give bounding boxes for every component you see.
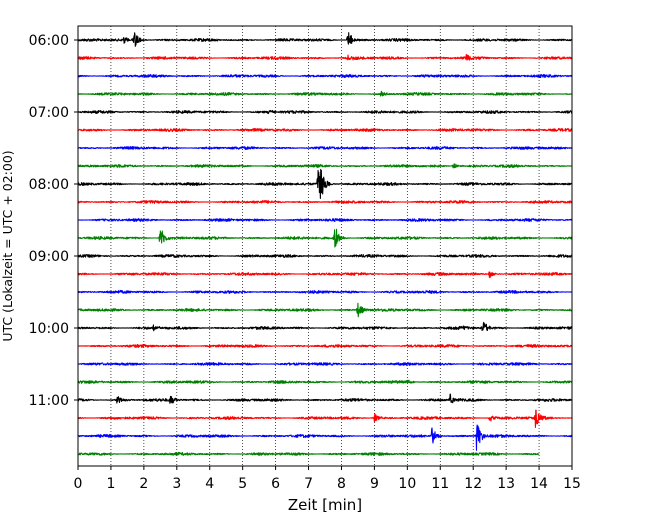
y-axis: 06:00 07:00 08:00 09:00 10:00 11:00 xyxy=(29,33,78,409)
seismogram-trace xyxy=(77,109,573,115)
y-tick-label: 11:00 xyxy=(29,393,69,409)
seismogram-trace xyxy=(77,302,573,318)
seismogram-trace xyxy=(77,168,573,199)
seismogram-trace xyxy=(77,362,573,367)
x-tick-label: 1 xyxy=(106,476,115,492)
plot-frame xyxy=(77,25,573,467)
traces-group xyxy=(77,32,573,457)
seismogram-trace xyxy=(77,271,573,279)
x-tick-label: 12 xyxy=(464,476,482,492)
seismogram-trace xyxy=(77,254,573,258)
x-axis: 0 1 2 3 4 5 6 7 8 9 10 11 12 13 14 15 xyxy=(74,466,581,492)
seismogram-trace xyxy=(77,163,573,169)
seismogram-trace xyxy=(77,424,573,451)
y-tick-label: 07:00 xyxy=(29,105,69,121)
x-tick-label: 9 xyxy=(370,476,379,492)
y-axis-label: UTC (Lokalzeit = UTC + 02:00) xyxy=(0,150,15,341)
seismogram-trace xyxy=(77,32,573,47)
seismogram-trace xyxy=(77,146,573,150)
seismogram-trace xyxy=(77,199,573,204)
x-tick-label: 13 xyxy=(497,476,515,492)
y-tick-label: 09:00 xyxy=(29,249,69,265)
x-tick-label: 15 xyxy=(563,476,581,492)
seismogram-trace xyxy=(77,379,573,384)
x-tick-label: 4 xyxy=(205,476,214,492)
seismogram-trace xyxy=(77,90,573,97)
x-tick-label: 6 xyxy=(271,476,280,492)
x-tick-label: 0 xyxy=(74,476,83,492)
seismogram-trace xyxy=(77,321,573,332)
seismogram-trace xyxy=(77,393,573,404)
grid-lines xyxy=(110,26,540,466)
x-tick-label: 5 xyxy=(238,476,247,492)
seismogram-trace xyxy=(77,228,573,248)
x-tick-label: 10 xyxy=(398,476,416,492)
seismogram-trace xyxy=(77,409,573,428)
y-tick-label: 10:00 xyxy=(29,321,69,337)
y-tick-label: 06:00 xyxy=(29,33,69,49)
x-tick-label: 11 xyxy=(431,476,449,492)
plot-background xyxy=(78,26,572,466)
x-tick-label: 14 xyxy=(530,476,548,492)
x-tick-label: 3 xyxy=(172,476,181,492)
x-tick-label: 2 xyxy=(139,476,148,492)
x-tick-label: 8 xyxy=(337,476,346,492)
seismogram-trace xyxy=(77,53,573,61)
seismogram-trace xyxy=(77,289,573,295)
seismogram-trace xyxy=(77,73,573,79)
seismogram-trace xyxy=(77,218,573,222)
y-tick-label: 08:00 xyxy=(29,177,69,193)
x-axis-label: Zeit [min] xyxy=(288,496,362,514)
seismogram-trace xyxy=(77,344,573,348)
seismogram-trace xyxy=(77,451,540,457)
seismogram-trace xyxy=(77,127,573,133)
x-tick-label: 7 xyxy=(304,476,313,492)
